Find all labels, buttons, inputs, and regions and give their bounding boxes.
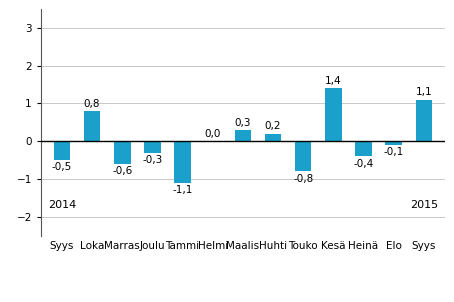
Bar — [295, 141, 311, 171]
Text: 1,4: 1,4 — [325, 76, 342, 86]
Text: 0,0: 0,0 — [205, 129, 221, 139]
Text: -0,8: -0,8 — [293, 174, 313, 184]
Bar — [415, 100, 432, 141]
Text: 0,3: 0,3 — [235, 117, 251, 127]
Text: -0,4: -0,4 — [353, 159, 374, 169]
Bar — [54, 141, 70, 160]
Text: -1,1: -1,1 — [173, 185, 193, 195]
Text: -0,6: -0,6 — [112, 166, 133, 176]
Text: 2015: 2015 — [410, 200, 438, 210]
Text: -0,3: -0,3 — [142, 155, 163, 165]
Text: 0,8: 0,8 — [84, 99, 100, 109]
Bar — [355, 141, 372, 156]
Bar — [385, 141, 402, 145]
Bar — [144, 141, 161, 153]
Bar — [265, 133, 281, 141]
Text: -0,1: -0,1 — [384, 147, 404, 157]
Bar — [235, 130, 251, 141]
Text: 2014: 2014 — [48, 200, 76, 210]
Text: 0,2: 0,2 — [265, 121, 281, 131]
Bar — [174, 141, 191, 183]
Text: 1,1: 1,1 — [415, 87, 432, 97]
Text: -0,5: -0,5 — [52, 162, 72, 172]
Bar — [114, 141, 131, 164]
Bar — [84, 111, 100, 141]
Bar — [325, 88, 342, 141]
